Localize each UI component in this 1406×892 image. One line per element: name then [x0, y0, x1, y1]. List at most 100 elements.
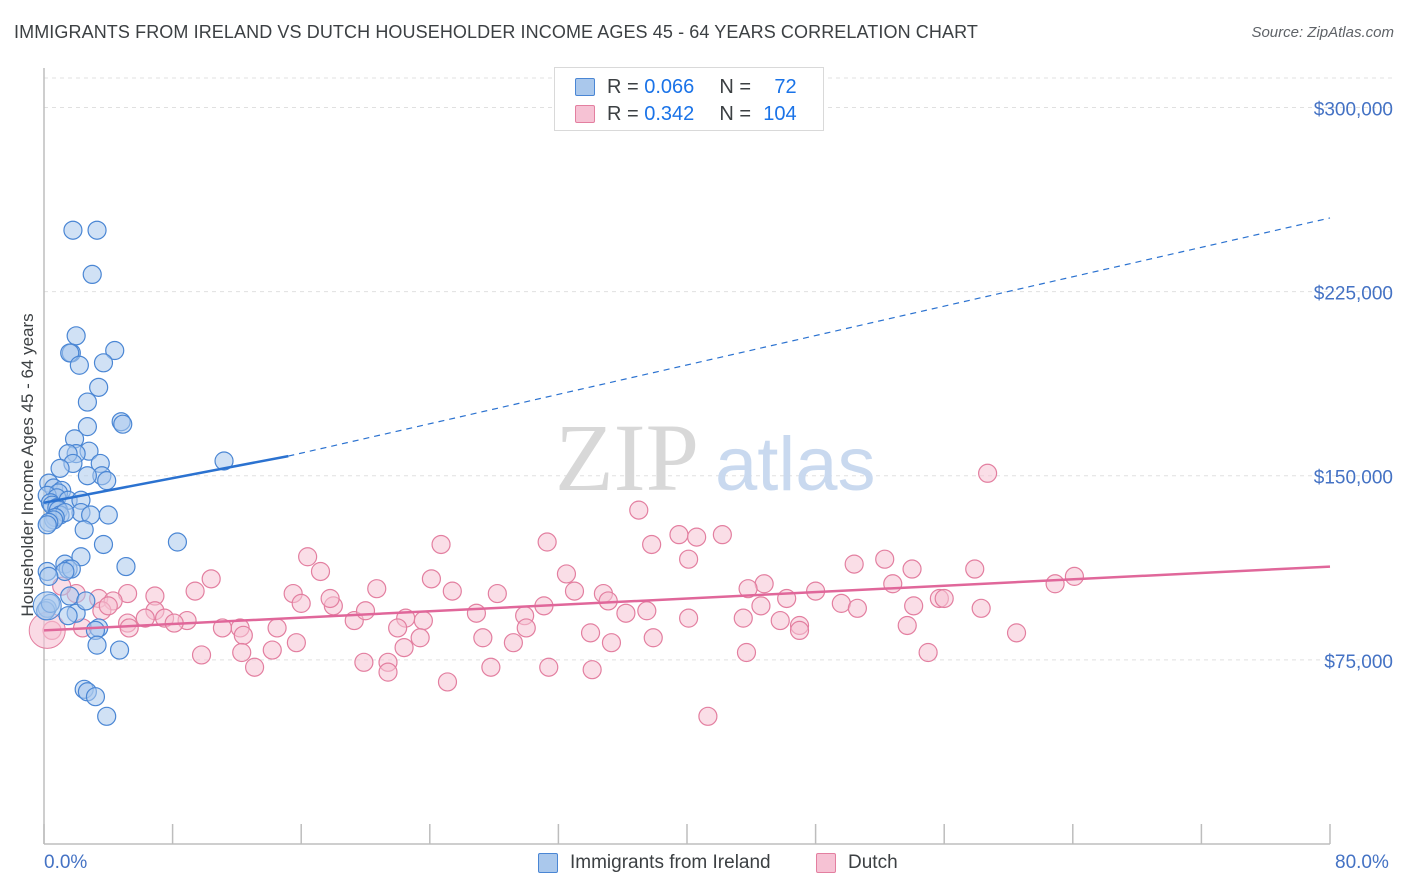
dutch-point	[119, 618, 139, 638]
ireland-point	[87, 635, 107, 655]
dutch-points	[28, 463, 1085, 726]
dutch-point	[580, 623, 601, 643]
trend-lines	[43, 217, 1331, 632]
ireland-point	[93, 534, 114, 555]
ireland-point	[113, 414, 133, 434]
ireland-point	[116, 556, 136, 577]
dutch-point	[442, 581, 462, 601]
dutch-point	[481, 657, 501, 677]
legend-label-dutch: Dutch	[848, 852, 898, 873]
dutch-point	[738, 579, 758, 599]
dutch-point	[262, 640, 282, 660]
dutch-point	[902, 559, 922, 579]
dutch-point	[233, 625, 253, 645]
dutch-point	[1064, 566, 1085, 586]
dutch-point	[473, 628, 493, 648]
ireland-point	[77, 392, 98, 412]
dutch-point	[698, 706, 718, 726]
dutch-point	[320, 588, 340, 609]
dutch-point	[733, 608, 753, 628]
watermark-zip: ZIP	[555, 404, 699, 511]
dutch-point	[421, 569, 442, 589]
dutch-point	[367, 579, 387, 599]
dutch-point	[310, 561, 331, 582]
dutch-point	[232, 642, 252, 663]
legend-r-value: 0.342	[644, 102, 695, 125]
ireland-point	[77, 417, 98, 437]
dutch-swatch	[575, 105, 595, 123]
ireland-point	[39, 566, 59, 586]
dutch-point	[918, 642, 938, 663]
ireland-point	[32, 591, 62, 621]
dutch-point	[844, 554, 864, 574]
legend-item-dutch[interactable]: Dutch	[816, 852, 898, 874]
ireland-point	[85, 687, 106, 707]
ireland-point	[89, 377, 109, 397]
legend-row-dutch: R = 0.342 N = 104	[575, 102, 797, 126]
dutch-point	[537, 532, 557, 552]
dutch-point	[642, 534, 662, 555]
dutch-point	[629, 500, 649, 520]
dutch-point	[378, 662, 398, 682]
dutch-point	[883, 574, 903, 594]
source-label: Source: ZipAtlas.com	[1251, 24, 1394, 41]
y-tick-label: $150,000	[1314, 468, 1393, 489]
ireland-point	[93, 353, 114, 373]
ireland-point	[167, 532, 188, 552]
dutch-point	[191, 645, 212, 665]
dutch-point	[875, 549, 895, 569]
ireland-point	[37, 515, 57, 535]
dutch-point	[539, 657, 559, 677]
ireland-point	[98, 505, 118, 525]
dutch-point	[201, 569, 221, 589]
dutch-point	[503, 633, 523, 653]
dutch-point	[185, 581, 205, 601]
legend-n-value: 104	[763, 102, 797, 125]
dutch-point	[286, 633, 306, 653]
dutch-point	[736, 642, 757, 663]
dutch-point	[267, 618, 287, 638]
y-tick-label: $75,000	[1324, 652, 1393, 673]
ireland-trend-line	[43, 454, 289, 504]
dutch-point	[413, 610, 433, 631]
dutch-point	[687, 527, 707, 547]
dutch-point	[643, 628, 663, 648]
axes	[43, 68, 1331, 845]
x-tick-min: 0.0%	[44, 852, 88, 873]
ireland-point	[60, 586, 80, 606]
dutch-point	[616, 603, 636, 623]
ireland-point	[97, 471, 117, 491]
dutch-point	[212, 618, 233, 638]
ireland-point	[77, 466, 98, 486]
dutch-point	[934, 588, 954, 609]
ireland-point	[105, 340, 125, 361]
dutch-point	[1006, 623, 1027, 643]
dutch-point	[291, 593, 311, 613]
dutch-point	[897, 615, 917, 636]
dutch-point	[712, 525, 732, 545]
ireland-point	[58, 606, 78, 626]
dutch-point	[904, 596, 924, 616]
ireland-point	[214, 451, 234, 471]
dutch-point	[388, 618, 408, 638]
dutch-point	[971, 598, 991, 618]
dutch-point	[410, 628, 430, 648]
x-tick-max: 80.0%	[1335, 852, 1389, 873]
dutch-point	[601, 633, 622, 653]
ireland-point	[55, 561, 75, 582]
legend-item-ireland[interactable]: Immigrants from Ireland	[538, 852, 771, 874]
dutch-point	[244, 657, 265, 677]
legend-n-value: 72	[774, 75, 797, 98]
ireland-point	[87, 220, 107, 240]
ireland-point	[74, 520, 94, 540]
dutch-point	[582, 660, 602, 680]
y-axis-label-wrap: Householder Income Ages 45 - 64 years	[8, 313, 48, 616]
ireland-legend-swatch	[538, 853, 558, 873]
y-axis-label: Householder Income Ages 45 - 64 years	[18, 313, 37, 617]
dutch-point	[789, 620, 810, 641]
y-tick-labels: $75,000 $150,000 $225,000 $300,000	[1314, 99, 1393, 672]
dutch-point	[754, 574, 774, 594]
dutch-point	[978, 463, 998, 483]
legend-n-label: N =	[719, 102, 752, 125]
dutch-point	[98, 596, 118, 616]
